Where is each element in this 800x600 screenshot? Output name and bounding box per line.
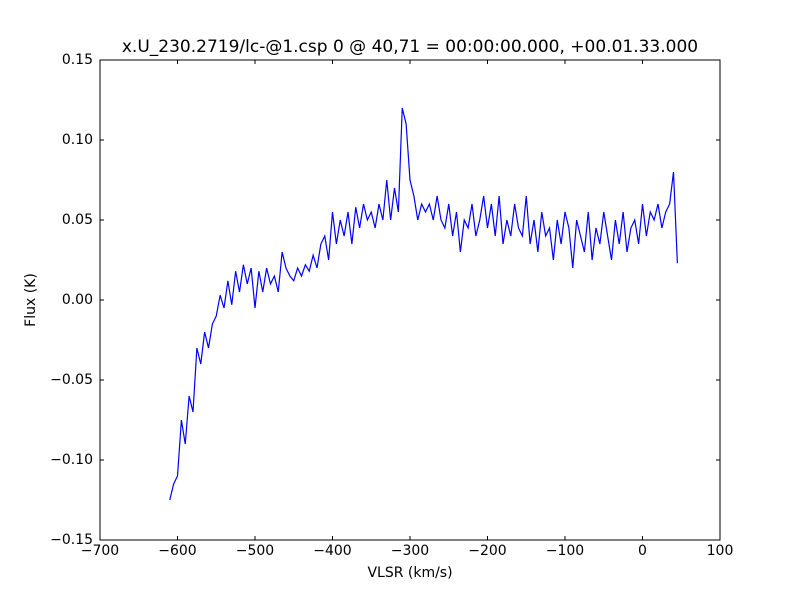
y-tick-label: 0.05 — [62, 212, 93, 228]
x-axis-label: VLSR (km/s) — [367, 565, 452, 581]
chart-title: x.U_230.2719/lc-@1.csp 0 @ 40,71 = 00:00… — [122, 37, 698, 57]
y-tick-label: 0.15 — [62, 52, 93, 68]
y-tick-label: 0.10 — [62, 132, 93, 148]
y-tick-label: 0.00 — [62, 292, 93, 308]
x-tick-label: −600 — [158, 543, 196, 559]
x-tick-label: −300 — [391, 543, 429, 559]
x-tick-label: 0 — [638, 543, 647, 559]
y-tick-label: −0.05 — [50, 372, 93, 388]
plot-frame — [99, 59, 721, 541]
y-axis-label: Flux (K) — [23, 273, 39, 327]
y-tick-label: −0.10 — [50, 452, 93, 468]
y-tick-label: −0.15 — [50, 532, 93, 548]
x-tick-label: −400 — [313, 543, 351, 559]
data-line — [169, 107, 678, 501]
x-tick-label: 100 — [707, 543, 734, 559]
x-tick-label: −100 — [546, 543, 584, 559]
x-tick-label: −200 — [468, 543, 506, 559]
x-tick-label: −500 — [236, 543, 274, 559]
x-tick-label: −700 — [81, 543, 119, 559]
